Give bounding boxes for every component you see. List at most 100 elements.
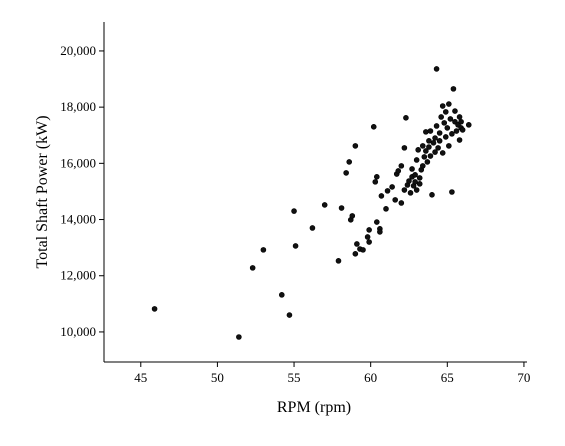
point [449,131,455,137]
point [456,137,463,143]
x-tick-label: 55 [288,370,301,385]
x-axis-label: RPM (rpm) [277,399,351,416]
point [450,86,457,92]
point [236,334,242,340]
point [433,66,440,72]
point [432,135,438,141]
point [354,241,360,247]
x-tick-label: 45 [134,370,147,385]
point [465,122,472,128]
point [416,175,423,181]
point [352,143,359,149]
point [438,114,444,120]
point [377,229,383,235]
point [416,181,423,187]
point [374,219,380,225]
point [384,188,391,194]
point [401,187,408,193]
point [442,109,449,115]
point [413,187,420,193]
point [398,200,405,206]
point [433,123,440,129]
point [439,103,446,109]
point [409,166,415,172]
point [364,234,371,240]
y-axis-label: Total Shaft Power (kW) [34,115,51,268]
point [446,101,452,107]
point [151,306,158,312]
point [459,127,466,133]
point [435,145,441,151]
point [292,243,299,249]
point [423,148,429,154]
point [392,197,398,203]
point [441,120,448,126]
point [309,225,316,231]
point [366,239,372,245]
point [449,189,455,195]
point [352,251,359,257]
x-tick-label: 65 [441,370,454,385]
point [260,247,267,253]
point [343,170,349,176]
point [446,143,452,149]
point [383,206,389,212]
point [427,153,434,159]
point [426,138,432,144]
point [370,124,377,130]
point [372,179,379,185]
point [249,265,256,271]
point [335,258,342,264]
point [401,145,408,151]
y-tick-label: 14,000 [60,212,96,227]
point [419,143,426,149]
point [412,172,418,178]
point [346,159,353,165]
point [403,115,409,121]
point [456,114,463,120]
point [398,163,405,169]
point [389,184,395,190]
point [291,208,297,214]
point [413,157,420,163]
x-tick-label: 50 [211,370,224,385]
point [423,129,429,135]
x-tick-label: 70 [517,370,530,385]
y-tick-label: 12,000 [60,268,96,283]
point [406,178,412,184]
point [412,179,418,185]
point [424,159,431,165]
point [278,292,285,298]
point [436,138,443,144]
point [378,193,385,199]
point [439,150,446,156]
point [407,190,414,196]
y-tick-label: 16,000 [60,155,96,170]
point [458,118,464,125]
point [432,149,438,155]
point [374,174,380,180]
point [321,202,328,208]
point [395,168,402,174]
y-tick-label: 10,000 [60,324,96,339]
point [453,128,460,134]
y-tick-label: 20,000 [60,43,96,58]
y-tick-label: 18,000 [60,99,96,114]
point [429,192,435,198]
point [415,147,421,153]
x-tick-label: 60 [364,370,377,385]
point [452,108,458,114]
point [421,154,428,160]
point [338,205,345,211]
point [426,144,432,150]
point [442,134,449,140]
point [360,247,366,253]
point [430,140,437,146]
point [419,163,426,169]
point [349,213,356,219]
point [444,125,451,131]
point [436,130,443,136]
point [427,128,434,134]
point [366,227,372,233]
